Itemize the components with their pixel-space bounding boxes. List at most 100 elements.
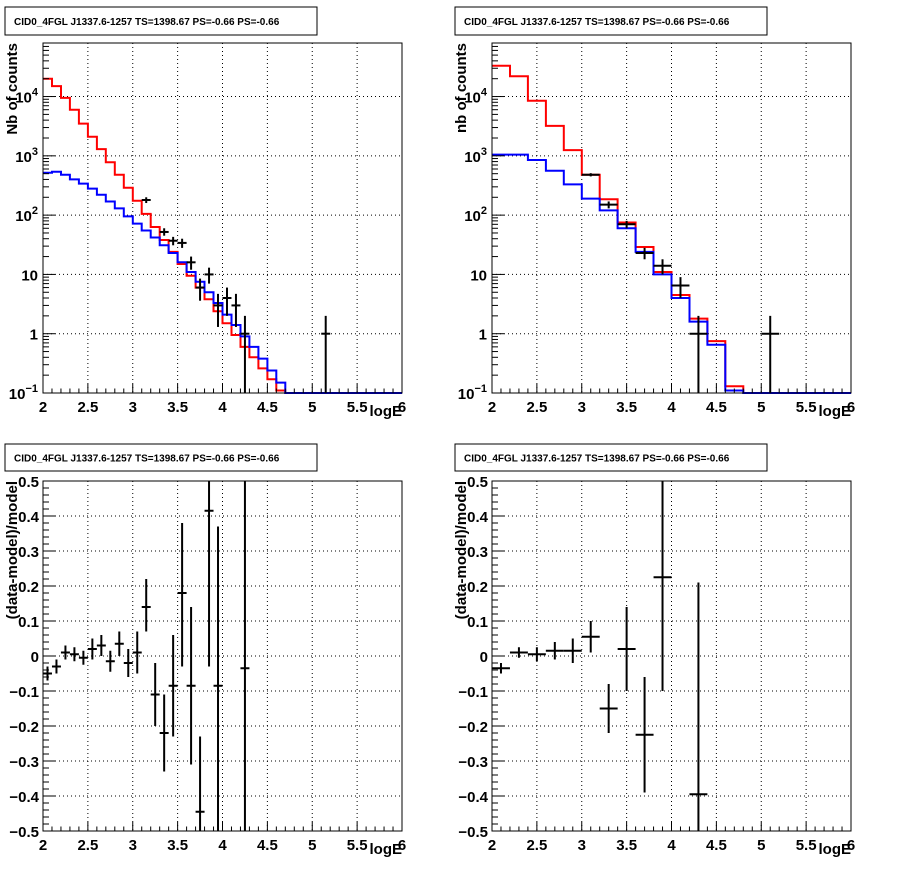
x-tick-label: 5: [757, 837, 765, 854]
data-point: [159, 694, 169, 772]
data-point: [527, 647, 546, 662]
y-tick-label: 0: [31, 649, 39, 666]
data-point: [141, 197, 151, 204]
data-point: [653, 481, 672, 691]
series-line-2: [492, 153, 851, 394]
data-point: [213, 293, 223, 327]
x-tick-label: 4.5: [706, 837, 727, 854]
x-tick-label: 4: [218, 837, 227, 854]
data-points: [581, 173, 780, 393]
y-axis: [43, 42, 55, 394]
y-tick-label: 1: [30, 327, 38, 344]
data-point: [213, 526, 223, 831]
data-points: [141, 197, 331, 393]
data-points: [43, 481, 250, 831]
x-axis: [42, 822, 403, 831]
data-point: [159, 228, 169, 236]
x-tick-label: 5: [757, 399, 765, 416]
data-point: [240, 315, 250, 393]
x-tick-label: 2: [39, 399, 47, 416]
data-point: [653, 259, 672, 275]
title-box: [4, 6, 318, 36]
data-point: [123, 649, 133, 677]
x-tick-label: 6: [398, 399, 406, 416]
grid: [43, 481, 402, 831]
y-tick-label: −0.3: [9, 754, 39, 771]
y-tick-label: 0.4: [467, 509, 489, 526]
grid: [492, 481, 851, 831]
y-tick-label: 0.1: [467, 614, 488, 631]
y-tick-label: 1: [479, 327, 487, 344]
data-point: [635, 677, 654, 793]
y-tick-label: 104: [15, 87, 39, 107]
chart-title: CID0_4FGL J1337.6-1257 TS=1398.67 PS=-0.…: [464, 17, 730, 28]
data-point: [186, 607, 196, 765]
data-point: [599, 201, 618, 209]
x-axis: [491, 822, 852, 831]
data-point: [168, 635, 178, 737]
y-tick-label: 0.3: [467, 544, 488, 561]
x-tick-label: 3.5: [167, 837, 188, 854]
x-axis: [42, 384, 403, 393]
data-point: [195, 736, 205, 831]
x-tick-label: 5.5: [347, 837, 368, 854]
chart-panel-2: CID0_4FGL J1337.6-1257 TS=1398.67 PS=-0.…: [453, 6, 855, 420]
x-tick-label: 2.5: [77, 837, 98, 854]
data-point: [240, 481, 250, 831]
x-tick-label: 5: [308, 837, 316, 854]
x-tick-label: 5.5: [347, 399, 368, 416]
x-tick-label: 2.5: [526, 837, 547, 854]
data-point: [105, 650, 115, 672]
y-tick-label: −0.1: [458, 684, 488, 701]
y-tick-label: −0.5: [9, 824, 39, 841]
x-axis-label: logE: [819, 841, 852, 858]
data-point: [195, 278, 205, 301]
data-point: [545, 642, 564, 660]
x-tick-label: 2: [488, 837, 496, 854]
x-axis-label: logE: [370, 841, 403, 858]
y-tick-label: −0.5: [458, 824, 488, 841]
x-tick-label: 3: [129, 399, 137, 416]
y-axis: [492, 42, 504, 394]
x-tick-label: 4: [667, 837, 676, 854]
x-tick-label: 3: [578, 399, 586, 416]
chart-panel-3: CID0_4FGL J1337.6-1257 TS=1398.67 PS=-0.…: [4, 443, 406, 858]
data-point: [581, 173, 600, 177]
data-point: [204, 481, 214, 667]
y-tick-label: 0: [480, 649, 488, 666]
data-point: [114, 631, 124, 656]
data-points: [492, 481, 708, 831]
data-point: [321, 315, 331, 393]
x-tick-label: 6: [847, 399, 855, 416]
data-point: [150, 663, 160, 726]
y-tick-label: 0.2: [18, 579, 39, 596]
x-tick-label: 4.5: [257, 837, 278, 854]
grid: [43, 43, 402, 393]
data-point: [177, 238, 187, 248]
data-point: [599, 684, 618, 733]
data-point: [231, 293, 241, 327]
x-tick-label: 4: [667, 399, 676, 416]
y-tick-label: 103: [464, 146, 487, 166]
y-tick-label: 10−1: [458, 383, 487, 403]
chart-panel-1: CID0_4FGL J1337.6-1257 TS=1398.67 PS=-0.…: [4, 6, 406, 420]
y-axis-label: (data-model)/model: [453, 481, 470, 619]
y-tick-label: −0.2: [9, 719, 39, 736]
x-tick-label: 2.5: [77, 399, 98, 416]
x-tick-label: 4: [218, 399, 227, 416]
data-point: [87, 638, 97, 660]
y-axis: [492, 480, 504, 832]
x-tick-label: 3.5: [616, 399, 637, 416]
y-tick-label: 0.1: [18, 614, 39, 631]
x-tick-label: 5.5: [796, 837, 817, 854]
data-point: [60, 645, 70, 660]
x-tick-label: 6: [398, 837, 406, 854]
x-tick-label: 3: [578, 837, 586, 854]
data-point: [617, 607, 636, 691]
y-tick-label: 0.3: [18, 544, 39, 561]
data-point: [78, 650, 88, 665]
x-tick-label: 2.5: [526, 399, 547, 416]
data-point: [141, 579, 151, 632]
data-point: [581, 621, 600, 653]
